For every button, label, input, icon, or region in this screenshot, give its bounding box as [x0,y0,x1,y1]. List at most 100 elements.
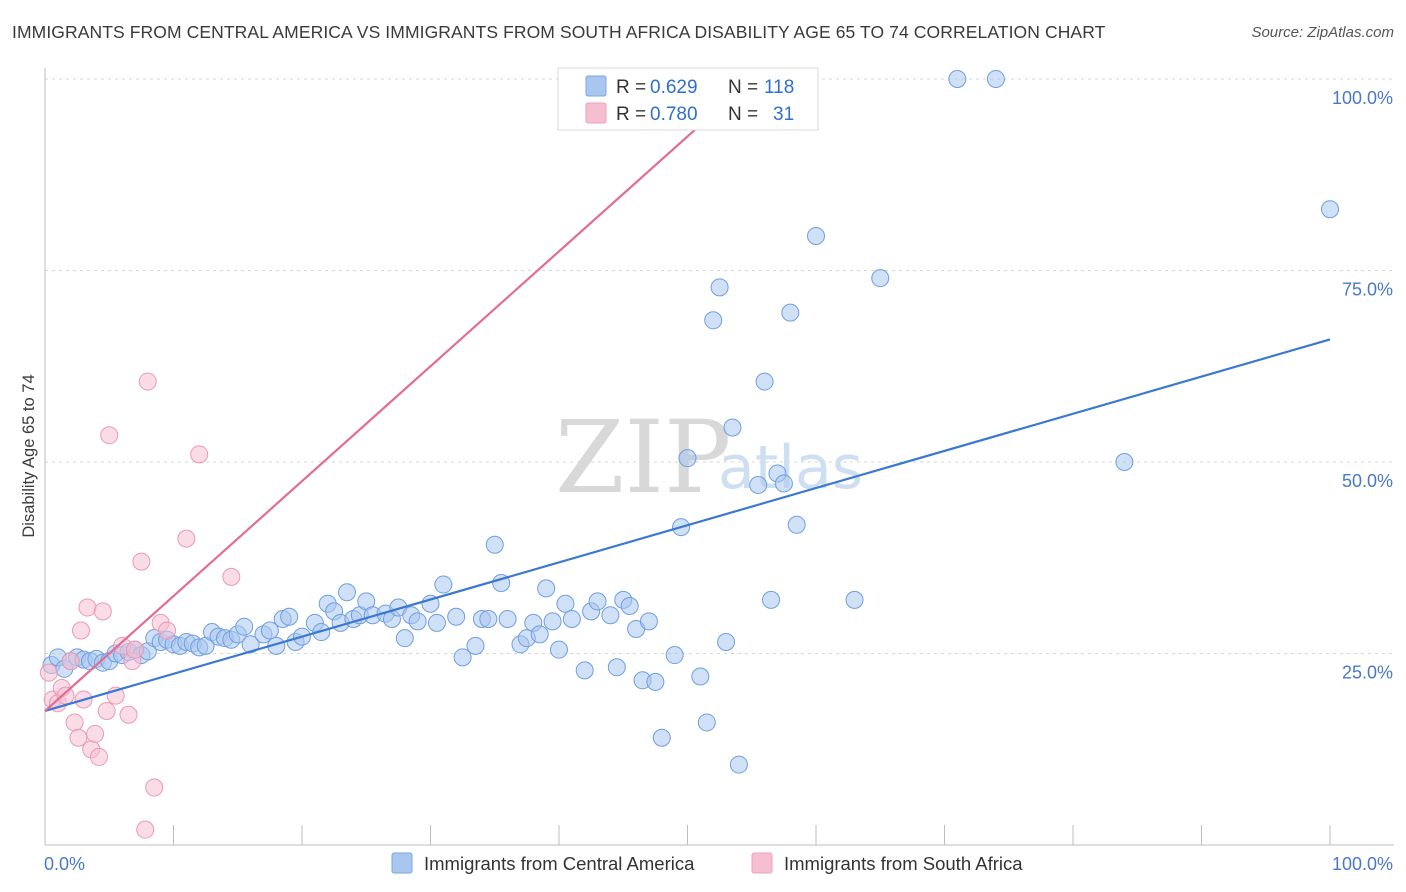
bottom-legend-swatch-blue [391,852,413,874]
bottom-legend-label-central-america: Immigrants from Central America [424,853,695,874]
trend-lines [44,78,1331,713]
legend-n-value-1: 118 [764,77,794,98]
point-s0-105 [845,590,864,609]
point-s0-55 [421,594,440,613]
legend: R = 0.629 N = 118 R = 0.780 N = 31 [557,67,819,131]
point-s0-90 [691,667,710,686]
point-s0-78 [601,606,620,625]
point-s1-23 [136,820,155,839]
watermark-atlas: atlas [718,433,863,503]
point-s1-0 [39,663,58,682]
point-s1-19 [119,705,138,724]
point-s0-94 [717,633,736,652]
point-s0-81 [620,597,639,616]
point-s1-25 [145,778,164,797]
point-s0-31 [241,635,260,654]
point-s0-96 [729,755,748,774]
point-s1-14 [93,602,112,621]
point-s1-7 [69,728,88,747]
watermark-zip: ZIP [555,399,731,516]
point-s1-6 [65,713,84,732]
legend-r-label-1: R = [616,77,646,98]
point-s0-74 [562,610,581,629]
point-s1-24 [138,372,157,391]
point-s0-89 [678,449,697,468]
point-s0-69 [530,625,549,644]
point-s0-79 [607,658,626,677]
axes [44,68,1394,846]
point-s1-5 [61,652,80,671]
bottom-legend-label-south-africa: Immigrants from South Africa [784,853,1023,874]
point-s0-30 [235,617,254,636]
grid-lines [45,78,1394,654]
x-tick-label-0: 0.0% [44,854,85,874]
point-s0-106 [871,269,890,288]
legend-r-label-2: R = [616,104,646,125]
point-s1-4 [56,686,75,705]
point-s0-107 [948,70,967,88]
point-s0-36 [280,607,299,626]
y-tick-label-0: 25.0% [1342,663,1393,683]
point-s1-8 [71,621,90,640]
point-s0-86 [652,728,671,747]
point-s1-10 [78,598,97,617]
legend-swatch-pink [585,102,607,124]
chart-title: IMMIGRANTS FROM CENTRAL AMERICA VS IMMIG… [12,22,1106,42]
point-s0-72 [550,640,568,659]
point-s0-58 [447,607,466,626]
point-s0-97 [749,475,768,494]
bottom-legend: Immigrants from Central America Immigran… [391,852,1023,874]
point-s0-75 [575,661,594,680]
point-s1-21 [125,640,144,659]
point-s0-102 [781,303,800,322]
point-s1-30 [222,567,241,586]
point-s0-65 [498,610,517,629]
point-s0-70 [537,579,556,598]
legend-n-value-2: 31 [773,104,794,125]
y-tick-label-2: 75.0% [1342,280,1393,300]
point-s0-101 [774,474,793,493]
y-tick-label-3: 100.0% [1332,88,1393,108]
point-s1-28 [177,529,196,548]
point-s0-108 [986,70,1005,88]
trend-line-s0 [44,338,1331,713]
point-s0-109 [1115,453,1134,471]
chart-source: Source: ZipAtlas.com [1251,24,1394,41]
point-s0-60 [466,636,485,655]
x-tick-label-1: 100.0% [1332,854,1393,874]
point-s0-59 [453,648,472,667]
y-axis-label: Disability Age 65 to 74 [20,374,38,537]
point-s0-103 [787,515,806,534]
point-s1-13 [89,747,108,766]
point-s0-84 [639,612,658,631]
point-s0-33 [260,621,279,640]
legend-r-value-2: 0.780 [650,104,698,125]
point-s0-91 [697,713,716,732]
legend-swatch-blue [585,75,607,97]
point-s0-57 [434,575,453,594]
point-s0-98 [755,372,774,391]
legend-n-label-1: N = [728,77,758,98]
point-s0-52 [395,629,414,648]
point-s0-77 [588,592,607,611]
data-points [39,70,1339,839]
point-s1-22 [132,552,151,571]
point-s0-87 [665,646,684,665]
point-s0-56 [427,613,446,632]
point-s0-104 [807,227,825,246]
watermark: ZIP atlas [555,399,863,516]
point-s1-27 [158,621,177,640]
point-s1-16 [100,426,119,445]
point-s0-95 [723,418,742,437]
point-s0-110 [1321,200,1339,219]
point-s0-85 [646,672,665,691]
point-s0-54 [408,612,427,631]
point-s0-63 [485,535,504,554]
point-s0-44 [337,583,356,602]
point-s0-93 [710,278,729,297]
point-s1-12 [86,724,105,743]
point-s0-62 [479,610,498,629]
point-s0-73 [556,594,575,613]
legend-r-value-1: 0.629 [650,77,698,98]
